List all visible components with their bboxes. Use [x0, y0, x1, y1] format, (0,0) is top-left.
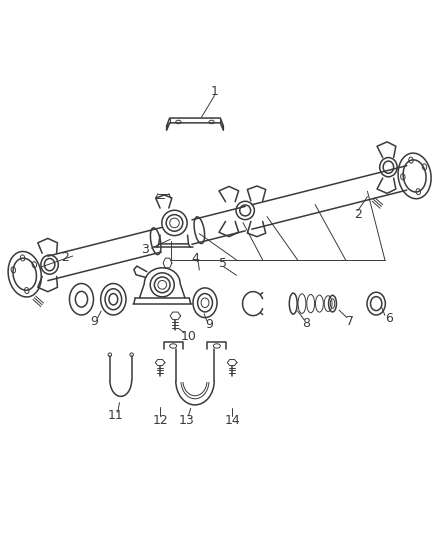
Text: 2: 2: [354, 208, 362, 221]
Text: 10: 10: [180, 330, 196, 343]
Text: 8: 8: [302, 317, 310, 330]
Text: 13: 13: [178, 414, 194, 427]
Text: 5: 5: [219, 256, 227, 270]
Text: 12: 12: [152, 414, 168, 427]
Text: 2: 2: [61, 251, 69, 264]
Text: 9: 9: [91, 314, 99, 328]
Text: 1: 1: [211, 85, 219, 99]
Text: 6: 6: [385, 312, 393, 325]
Text: 7: 7: [346, 314, 354, 328]
Text: 4: 4: [191, 252, 199, 265]
Text: 11: 11: [107, 409, 123, 422]
Text: 3: 3: [141, 244, 149, 256]
Text: 14: 14: [224, 414, 240, 427]
Text: 9: 9: [205, 318, 213, 330]
